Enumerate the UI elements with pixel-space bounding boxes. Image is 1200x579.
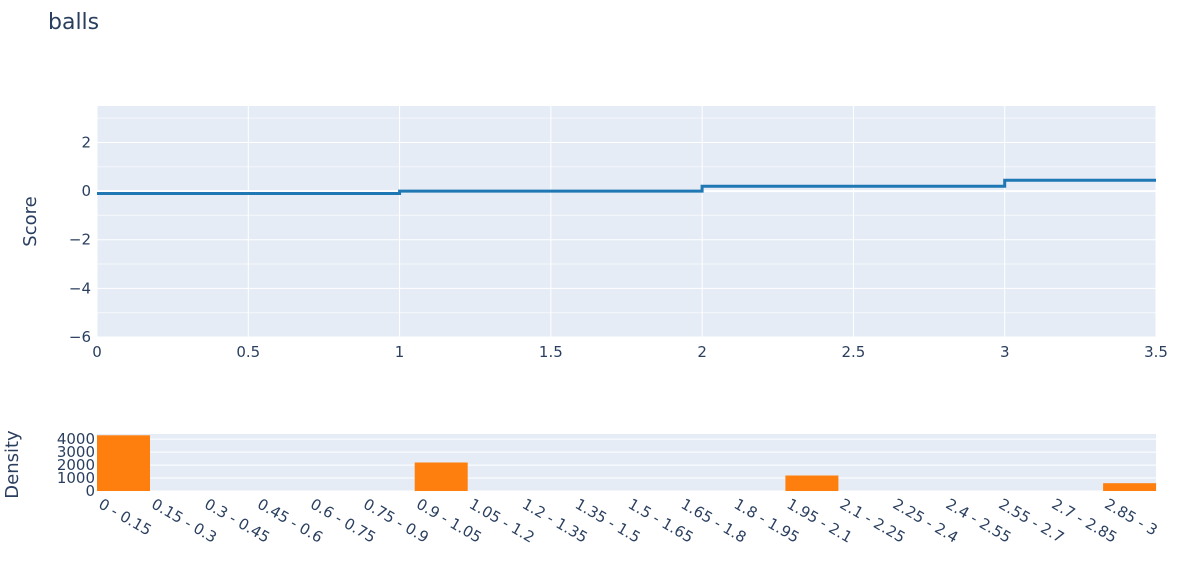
x-tick-label: 0.5 <box>236 343 260 361</box>
y-tick-label: 1000 <box>57 469 95 487</box>
y-tick-label: 0 <box>81 182 91 200</box>
y-tick-label: −2 <box>69 231 91 249</box>
score-step-line <box>97 178 1156 195</box>
x-tick-label: 2.5 <box>841 343 865 361</box>
y-tick-label: −6 <box>69 328 91 346</box>
density-bar <box>97 435 150 491</box>
plot-background <box>97 106 1156 337</box>
y-tick-label: −4 <box>69 279 91 297</box>
plot-background <box>97 434 1156 491</box>
y-tick-label: 4000 <box>57 430 95 448</box>
y-tick-label: 2 <box>81 133 91 151</box>
x-tick-label: 0 - 0.15 <box>96 495 155 540</box>
x-tick-label: 2 <box>697 343 707 361</box>
density-bar <box>1103 483 1157 491</box>
y-axis-title: Score <box>20 196 41 246</box>
y-tick-label: 2000 <box>57 456 95 474</box>
density-bar <box>785 475 839 491</box>
score-plot: 0 0.5 1 1.5 2 2.5 3 3.5 2 0 −2 −4 −6 Score <box>20 106 1168 361</box>
x-tick-label: 1.5 <box>539 343 563 361</box>
y-axis-title: Density <box>2 430 23 499</box>
x-tick-label: 3.5 <box>1144 343 1168 361</box>
y-tick-label: 3000 <box>57 443 95 461</box>
x-tick-label: 1 <box>395 343 405 361</box>
x-tick-label: 0 <box>92 343 102 361</box>
chart-title: balls <box>48 10 100 35</box>
density-bar <box>414 462 468 491</box>
y-tick-label: 0 <box>85 482 95 500</box>
x-tick-label: 3 <box>1000 343 1010 361</box>
